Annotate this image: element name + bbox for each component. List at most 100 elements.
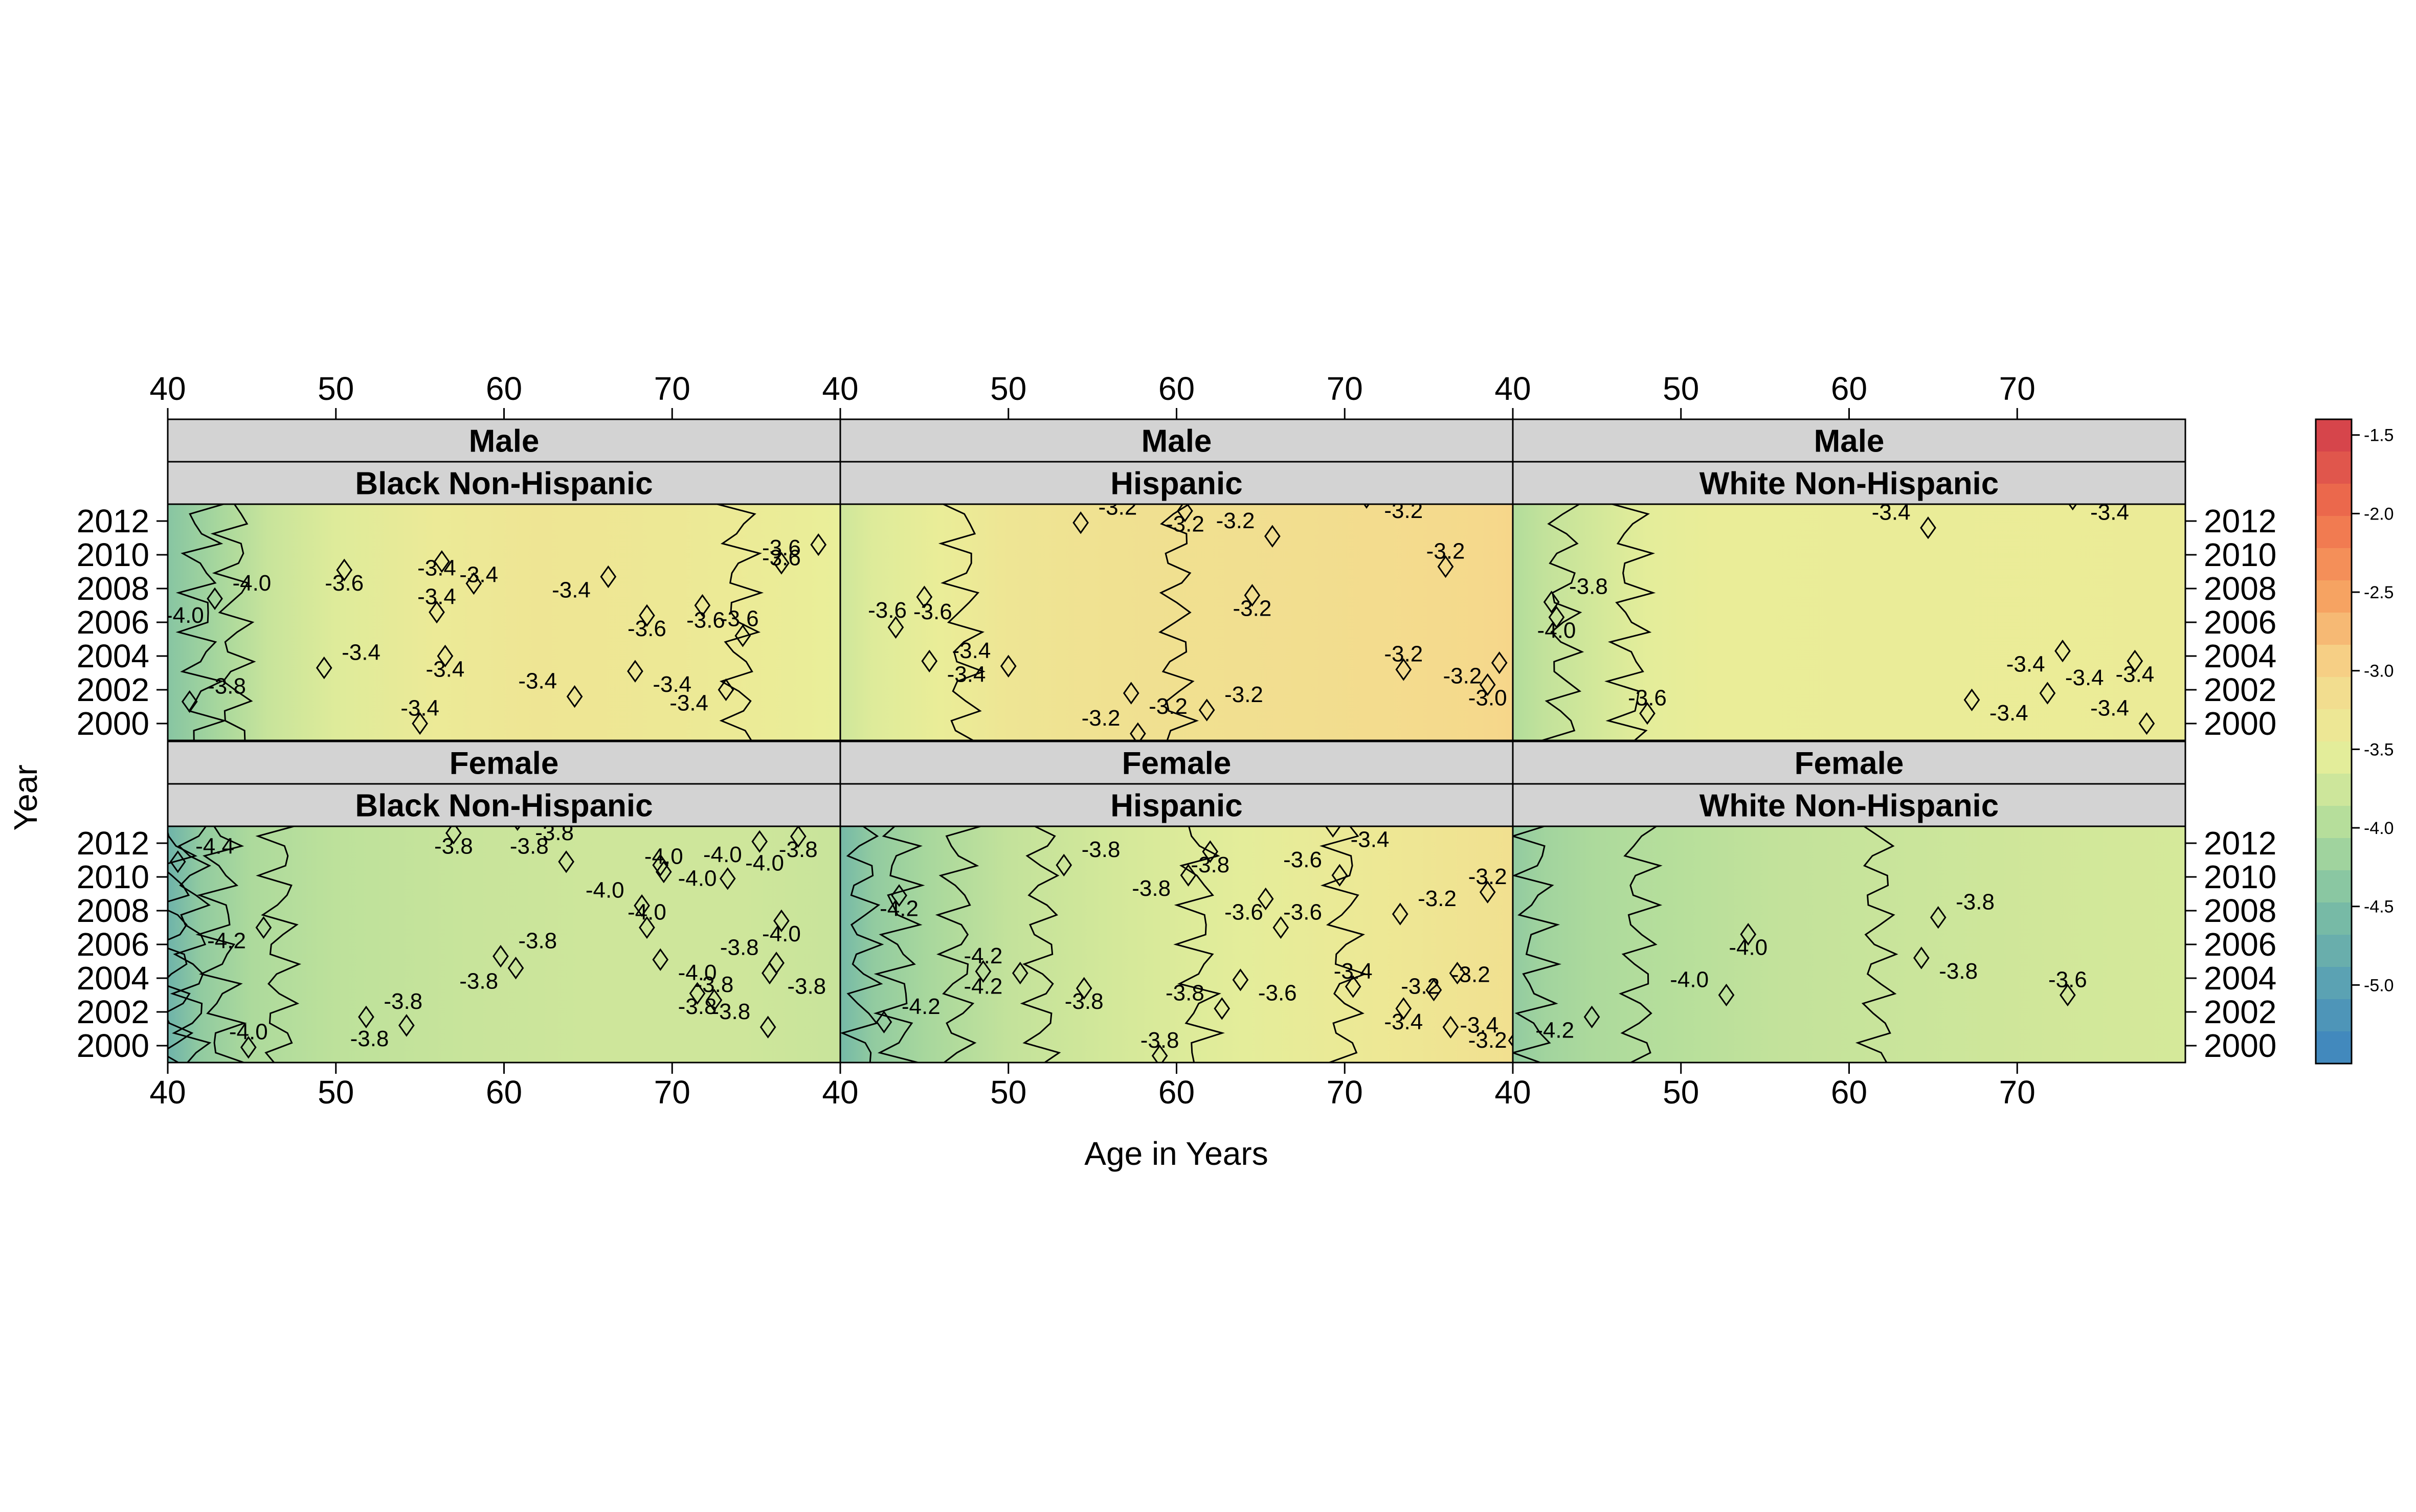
strip-sex-label: Male [469,424,540,459]
contour-label: -3.4 [426,657,465,682]
y-tick-label: 2000 [77,1027,149,1064]
contour-label: -4.2 [964,943,1003,968]
strip-race-label: Hispanic [1110,788,1242,824]
colorkey-bin [2316,580,2352,613]
contour-label: -4.2 [964,974,1003,999]
y-tick-label: 2008 [77,570,149,607]
contour-line [873,826,925,1063]
contour-loop [1177,504,1193,523]
strip-race-label: Black Non-Hispanic [355,788,653,824]
contour-loop [358,1005,374,1029]
contour-lines: -3.2-3.2 -3.2 -3.2-3.2-3.6 -3.6 -3.2-3.4-3.4… [868,504,1508,740]
contour-loop [2060,983,2076,1007]
contour-line [1855,826,1898,1063]
y-tick-label: 2004 [77,638,149,674]
strip-sex-label: Female [450,746,559,781]
contour-loop [718,678,734,702]
contour-label: -3.4 [2006,652,2045,677]
colorkey-bin [2316,419,2352,452]
contour-loop [1244,584,1261,607]
contour-loop [1543,591,1560,614]
contour-loop [1076,977,1092,1000]
panel-male-hispanic: -3.2-3.2 -3.2 -3.2-3.2-3.6 -3.6 -3.2-3.4-3.4… [839,503,1514,741]
contour-label: -4.2 [880,896,919,921]
contour-label: -4.0 [703,842,742,867]
contour-loop [634,894,650,917]
colorkey-bin [2316,1031,2352,1064]
contour-label: -4.0 [165,603,204,628]
contour-label: -3.2 [1401,974,1440,999]
x-tick-label: 60 [1158,370,1195,407]
x-tick-label: 50 [318,370,354,407]
x-tick-label: 40 [1494,370,1531,407]
y-tick-label: 2012 [2204,503,2276,539]
contour-line [1604,504,1656,740]
contour-label: -3.8 [779,837,818,862]
contour-loop [652,853,669,877]
contour-loop [790,826,807,848]
contour-line [210,504,256,740]
contour-label: -3.6 [720,606,759,631]
contour-loop [2068,504,2077,511]
contour-loop [1012,961,1028,985]
contour-loop [689,982,706,1005]
contour-label: -3.4 [1872,500,1911,525]
contour-loop [1449,961,1466,985]
contour-label: -3.8 [1191,852,1229,877]
contour-loop [493,944,509,968]
contour-label: -3.6 [1283,899,1322,924]
panel-female-hispanic: -3.8-3.8 -3.6-3.4-3.2-3.8 -3.2-4.2 -3.6 -3.6… [839,825,1514,1064]
contour-label: -3.2 [1426,538,1465,563]
contour-label: -3.0 [1468,686,1507,711]
y-tick-label: 2006 [77,604,149,641]
panel-strips: Male Hispanic [839,418,1514,505]
contour-line [938,504,986,740]
contour-label: -3.4 [417,584,456,610]
contour-loop [773,552,790,575]
contour-line [1319,826,1368,1063]
x-tick-label: 60 [1831,370,1867,407]
contour-label: -3.4 [2090,695,2129,720]
x-tick-label: 60 [1158,1074,1195,1111]
contour-line [840,826,884,1063]
contour-loop [1123,682,1139,705]
contour-loop [810,533,827,556]
contour-loop [975,960,992,983]
contour-label: -3.6 [1224,899,1263,924]
contour-label: -3.4 [2090,500,2129,525]
x-tick-label: 70 [1999,370,2035,407]
contour-loop [639,604,655,627]
contour-label: -3.6 [325,571,364,596]
contour-label: -3.2 [1443,664,1482,689]
strip-sex-label: Male [1142,424,1212,459]
x-tick-label: 40 [149,1074,186,1111]
contour-label: -4.0 [762,921,801,946]
contour-line [935,826,981,1063]
colorkey-tick-label: -3.5 [2364,740,2394,759]
x-tick-label: 60 [486,370,522,407]
colorkey-bin [2316,452,2352,484]
contour-label: -3.6 [1283,847,1322,872]
contour-loop [1437,555,1454,578]
contour-label: -3.6 [1628,686,1667,711]
panel-strips: Male Black Non-Hispanic [167,418,841,505]
contour-label: -3.8 [1939,959,1978,984]
contour-label: -3.8 [459,969,498,994]
panel-field [1513,504,2185,740]
contour-label: -3.2 [1216,508,1255,533]
colorkey-bin [2316,484,2352,516]
contour-loop [694,594,711,617]
contour-label: -3.4 [1351,827,1390,852]
contour-loop [1920,516,1936,539]
contour-label: -3.8 [1569,574,1608,599]
strip-race [167,461,841,505]
contour-loop [719,867,736,890]
contour-label: -4.0 [1729,935,1768,960]
contour-loop [762,961,778,985]
strip-race-label: Hispanic [1110,466,1242,502]
y-tick-label: 2010 [2204,859,2276,895]
contour-loop [1232,968,1249,991]
y-tick-label: 2002 [77,994,149,1030]
contour-loop [429,601,445,624]
